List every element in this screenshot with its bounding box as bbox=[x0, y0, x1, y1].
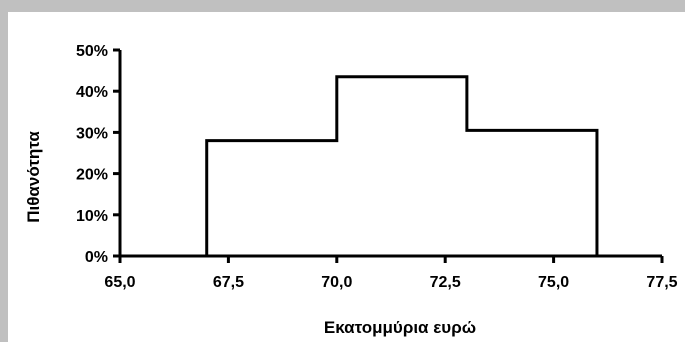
x-axis-ticks: 65,0 67,5 70,0 72,5 75,0 77,5 bbox=[104, 256, 678, 291]
y-tick-label: 50% bbox=[76, 43, 108, 60]
histogram-bin bbox=[337, 77, 467, 256]
step-series bbox=[205, 75, 599, 256]
histogram-chart: 0% 10% 20% 30% 40% 50% 65,0 67,5 70,0 72,5 75,0 77… bbox=[24, 43, 678, 337]
y-tick-label: 0% bbox=[85, 249, 108, 266]
x-tick-label: 65,0 bbox=[104, 274, 135, 291]
histogram-bin bbox=[207, 141, 337, 256]
y-tick-label: 30% bbox=[76, 125, 108, 142]
y-tick-label: 10% bbox=[76, 208, 108, 225]
y-tick-label: 40% bbox=[76, 84, 108, 101]
x-tick-label: 72,5 bbox=[430, 274, 461, 291]
x-tick-label: 67,5 bbox=[213, 274, 244, 291]
y-axis-title: Πιθανότητα bbox=[24, 131, 43, 223]
histogram-bin bbox=[467, 130, 597, 256]
x-tick-label: 75,0 bbox=[538, 274, 569, 291]
x-axis-title: Εκατομμύρια ευρώ bbox=[324, 318, 476, 337]
x-tick-label: 77,5 bbox=[646, 274, 677, 291]
x-tick-label: 70,0 bbox=[321, 274, 352, 291]
y-tick-label: 20% bbox=[76, 167, 108, 184]
y-axis-ticks: 0% 10% 20% 30% 40% 50% bbox=[76, 43, 120, 266]
step-line bbox=[205, 75, 599, 256]
